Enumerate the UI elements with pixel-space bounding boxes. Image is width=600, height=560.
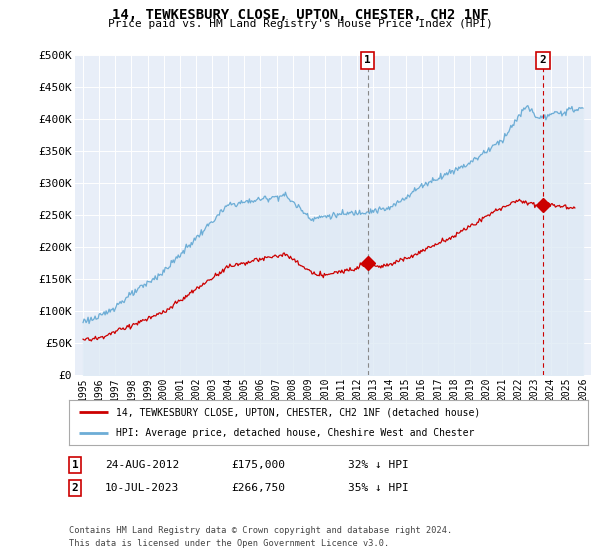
Text: 32% ↓ HPI: 32% ↓ HPI	[348, 460, 409, 470]
Text: 1: 1	[364, 55, 371, 66]
Text: £175,000: £175,000	[231, 460, 285, 470]
Text: 10-JUL-2023: 10-JUL-2023	[105, 483, 179, 493]
Text: 14, TEWKESBURY CLOSE, UPTON, CHESTER, CH2 1NF (detached house): 14, TEWKESBURY CLOSE, UPTON, CHESTER, CH…	[116, 408, 480, 418]
Text: £266,750: £266,750	[231, 483, 285, 493]
Text: Contains HM Land Registry data © Crown copyright and database right 2024.: Contains HM Land Registry data © Crown c…	[69, 526, 452, 535]
Text: This data is licensed under the Open Government Licence v3.0.: This data is licensed under the Open Gov…	[69, 539, 389, 548]
Text: HPI: Average price, detached house, Cheshire West and Chester: HPI: Average price, detached house, Ches…	[116, 428, 474, 438]
Text: 14, TEWKESBURY CLOSE, UPTON, CHESTER, CH2 1NF: 14, TEWKESBURY CLOSE, UPTON, CHESTER, CH…	[112, 8, 488, 22]
Text: 24-AUG-2012: 24-AUG-2012	[105, 460, 179, 470]
Text: 35% ↓ HPI: 35% ↓ HPI	[348, 483, 409, 493]
Text: 2: 2	[71, 483, 79, 493]
Text: Price paid vs. HM Land Registry's House Price Index (HPI): Price paid vs. HM Land Registry's House …	[107, 19, 493, 29]
Text: 2: 2	[539, 55, 547, 66]
Text: 1: 1	[71, 460, 79, 470]
